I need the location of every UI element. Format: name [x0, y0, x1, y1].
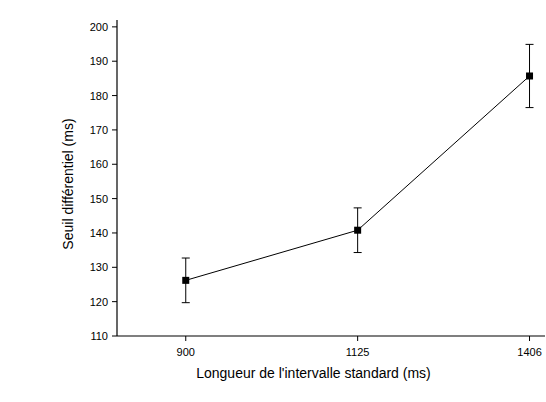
y-tick	[112, 301, 117, 302]
y-tick	[112, 61, 117, 62]
y-tick-label: 190	[90, 55, 108, 67]
chart: 110 120 130 140 150 160 170 180 190 200 900 1125 140…	[0, 0, 546, 402]
y-tick-label: 130	[90, 261, 108, 273]
error-cap	[354, 207, 362, 208]
x-tick	[529, 336, 530, 341]
y-axis	[116, 20, 117, 336]
y-tick-label: 140	[90, 227, 108, 239]
marker	[526, 72, 533, 79]
marker	[182, 277, 189, 284]
y-tick	[112, 198, 117, 199]
x-axis	[117, 335, 545, 336]
marker	[354, 227, 361, 234]
y-tick-label: 120	[90, 296, 108, 308]
y-tick-label: 110	[90, 330, 108, 342]
x-tick	[185, 336, 186, 341]
y-tick	[112, 95, 117, 96]
x-tick-label: 1406	[517, 346, 541, 358]
x-axis-label: Longueur de l'intervalle standard (ms)	[196, 365, 431, 381]
x-tick-label: 900	[177, 346, 195, 358]
y-tick-label: 180	[90, 90, 108, 102]
x-tick-label: 1125	[346, 346, 370, 358]
error-cap	[182, 258, 190, 259]
y-tick	[112, 164, 117, 165]
y-tick	[112, 267, 117, 268]
plot-area	[182, 44, 534, 302]
error-cap	[182, 302, 190, 303]
y-tick	[112, 26, 117, 27]
y-tick-label: 160	[90, 158, 108, 170]
error-cap	[526, 107, 534, 108]
y-axis-label: Seuil différentiel (ms)	[60, 118, 76, 249]
y-tick-label: 200	[90, 21, 108, 33]
y-tick	[112, 336, 117, 337]
y-tick	[112, 129, 117, 130]
error-cap	[526, 44, 534, 45]
error-bar	[354, 208, 362, 253]
error-cap	[354, 252, 362, 253]
error-bar	[526, 44, 534, 107]
y-tick	[112, 232, 117, 233]
data-line	[186, 76, 530, 280]
y-tick-label: 170	[90, 124, 108, 136]
x-tick	[357, 336, 358, 341]
error-bar	[182, 258, 190, 303]
y-tick-label: 150	[90, 193, 108, 205]
